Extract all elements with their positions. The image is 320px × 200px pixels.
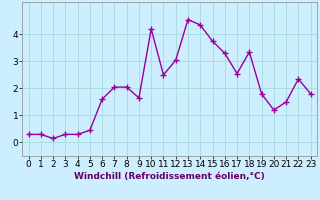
X-axis label: Windchill (Refroidissement éolien,°C): Windchill (Refroidissement éolien,°C) <box>74 172 265 181</box>
